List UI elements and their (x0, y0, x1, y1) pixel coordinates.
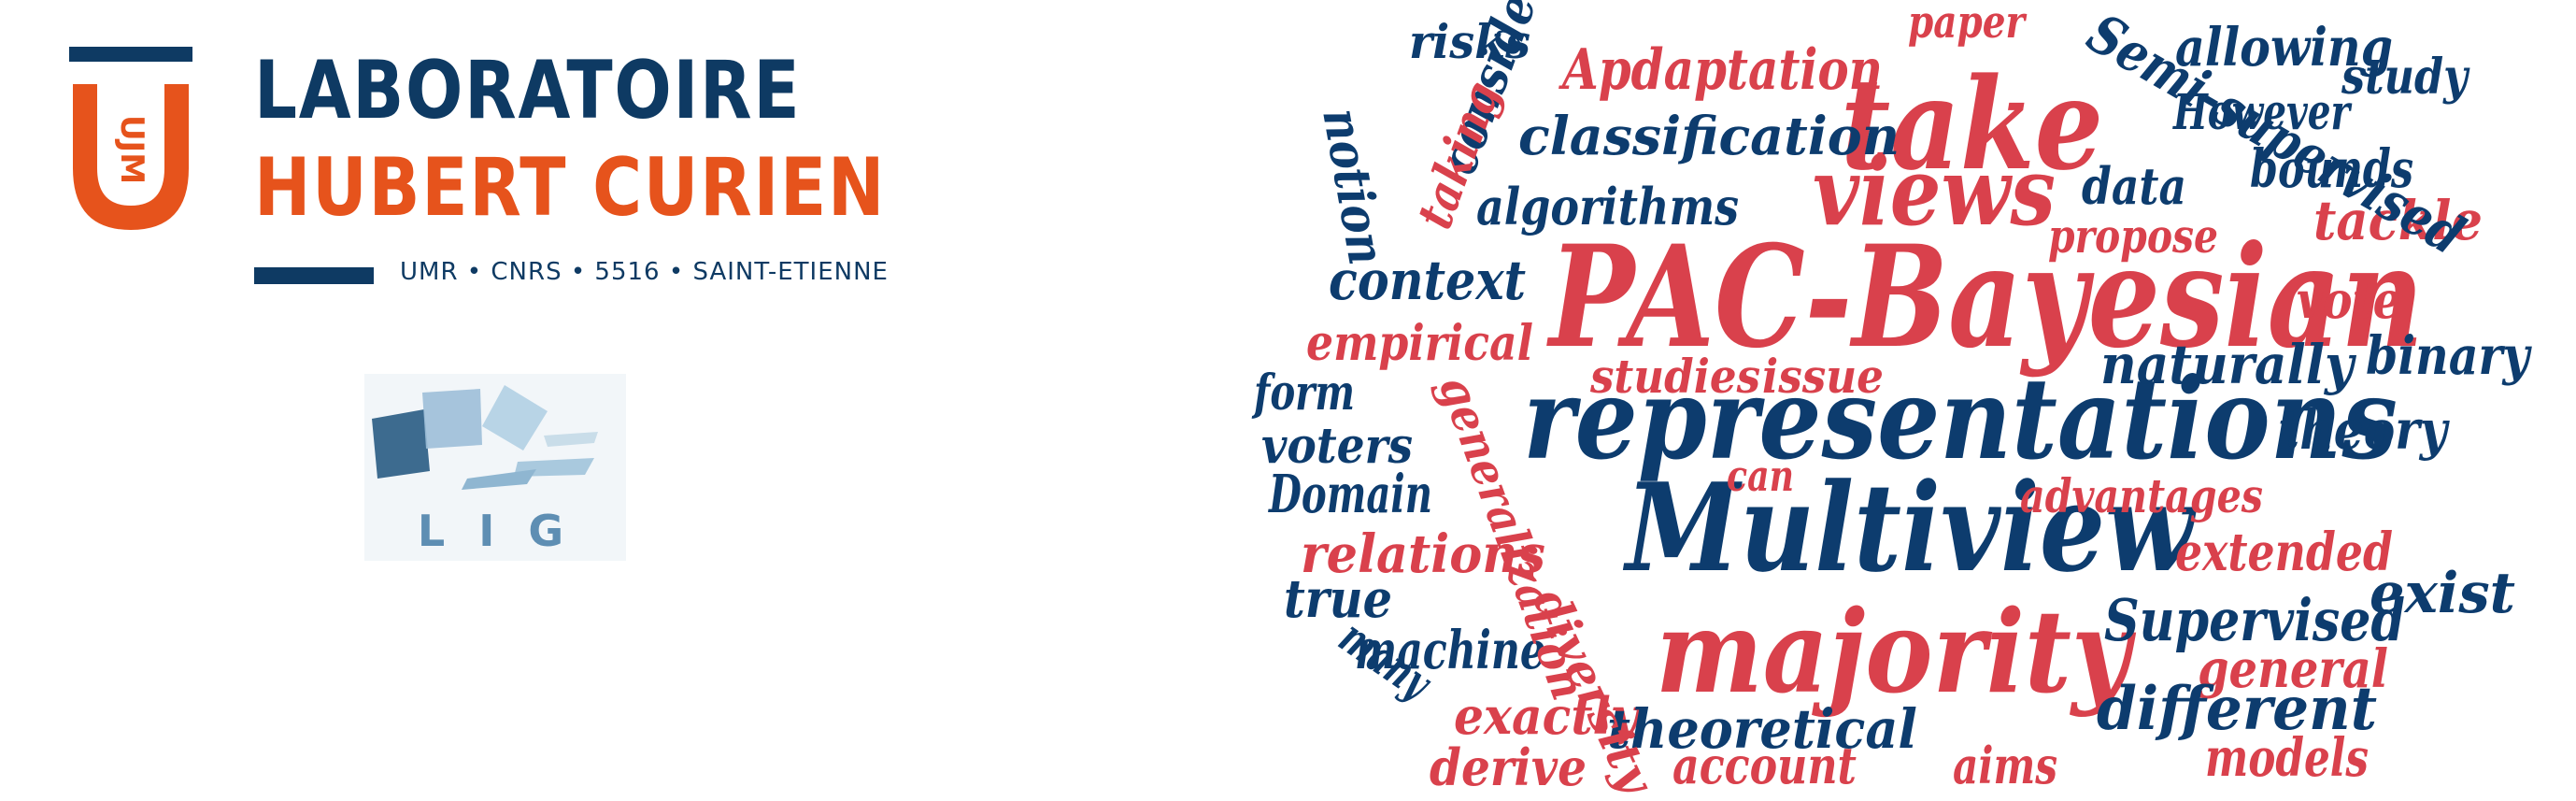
cloud-word-general: general (2198, 638, 2388, 700)
cloud-word-advantages: advantages (2020, 468, 2263, 523)
cloud-word-data: data (2082, 156, 2186, 216)
lab-subtitle: UMR • CNRS • 5516 • SAINT-ETIENNE (400, 258, 889, 286)
cloud-word-notion: notion (1311, 104, 1397, 269)
cloud-word-classification: classification (1518, 106, 1900, 167)
cloud-word-theory: theory (2278, 398, 2451, 462)
labhc-logo: UJM LABORATOIRE HUBERT CURIEN UMR • CNRS… (65, 47, 962, 299)
cloud-word-study: study (2341, 49, 2470, 106)
cloud-word-risks: risks (1409, 14, 1530, 69)
cloud-word-voters: voters (1261, 418, 1413, 475)
ujm-monogram-icon: UJM (69, 47, 192, 230)
cloud-word-models: models (2205, 727, 2369, 789)
cloud-word-paper: paper (1908, 0, 2028, 49)
cloud-word-studies: studies (1589, 349, 1760, 404)
cloud-word-naturally: naturally (2100, 333, 2357, 396)
cloud-word-apdaptation: Apdaptation (1558, 37, 1883, 103)
cloud-word-binary: binary (2366, 325, 2532, 387)
lab-title-line1: LABORATOIRE (254, 44, 802, 137)
cloud-word-pac-bayesian: PAC-Bayesian (1546, 215, 2424, 379)
lab-divider-bar (254, 267, 374, 284)
cloud-word-context: context (1329, 249, 1526, 312)
cloud-word-allowing: allowing (2175, 17, 2393, 79)
cloud-word-extended: extended (2175, 522, 2393, 583)
cloud-word-form: form (1251, 365, 1355, 422)
lab-title-line2: HUBERT CURIEN (254, 141, 887, 235)
cloud-word-derive: derive (1430, 737, 1587, 797)
cloud-word-algorithms: algorithms (1476, 177, 1739, 236)
cloud-word-machine: machine (1355, 620, 1545, 681)
cloud-word-different: different (2097, 674, 2377, 744)
monogram-text: UJM (113, 115, 150, 184)
cloud-word-propose: propose (2048, 208, 2218, 264)
cloud-word-representations: representations (1523, 353, 2398, 485)
cloud-word-exactly: exactly (1454, 686, 1641, 746)
cloud-word-tackle: tackle (2313, 189, 2483, 252)
cloud-word-aims: aims (1953, 736, 2057, 795)
cloud-word-empirical: empirical (1306, 315, 1533, 372)
cloud-word-domain: Domain (1268, 464, 1432, 525)
lig-logo: L I G (364, 374, 626, 561)
cloud-word-theoretical: theoretical (1607, 697, 1917, 761)
cloud-word-views: views (1813, 136, 2056, 247)
cloud-word-true: true (1284, 568, 1392, 630)
word-cloud: PAC-BayesianrepresentationsMultiviewmajo… (1251, 0, 2532, 801)
cloud-word-relations: relations (1301, 523, 1545, 585)
cloud-word-take: take (1841, 50, 2103, 198)
cloud-word-exist: exist (2370, 561, 2515, 626)
cloud-word-bounds: bounds (2250, 138, 2413, 200)
cloud-word-issue: issue (1762, 349, 1884, 404)
cloud-word-majority: majority (1656, 584, 2136, 719)
cloud-word-account: account (1672, 736, 1857, 795)
cloud-word-supervised: Supervised (2104, 586, 2405, 654)
cloud-word-vote: vote (2297, 270, 2401, 330)
lig-text: L I G (418, 506, 573, 556)
lig-squares-icon: L I G (364, 374, 626, 561)
cloud-word-multiview: Multiview (1623, 456, 2198, 599)
cloud-word-however: However (2172, 84, 2353, 141)
cloud-word-can: can (1727, 451, 1794, 501)
